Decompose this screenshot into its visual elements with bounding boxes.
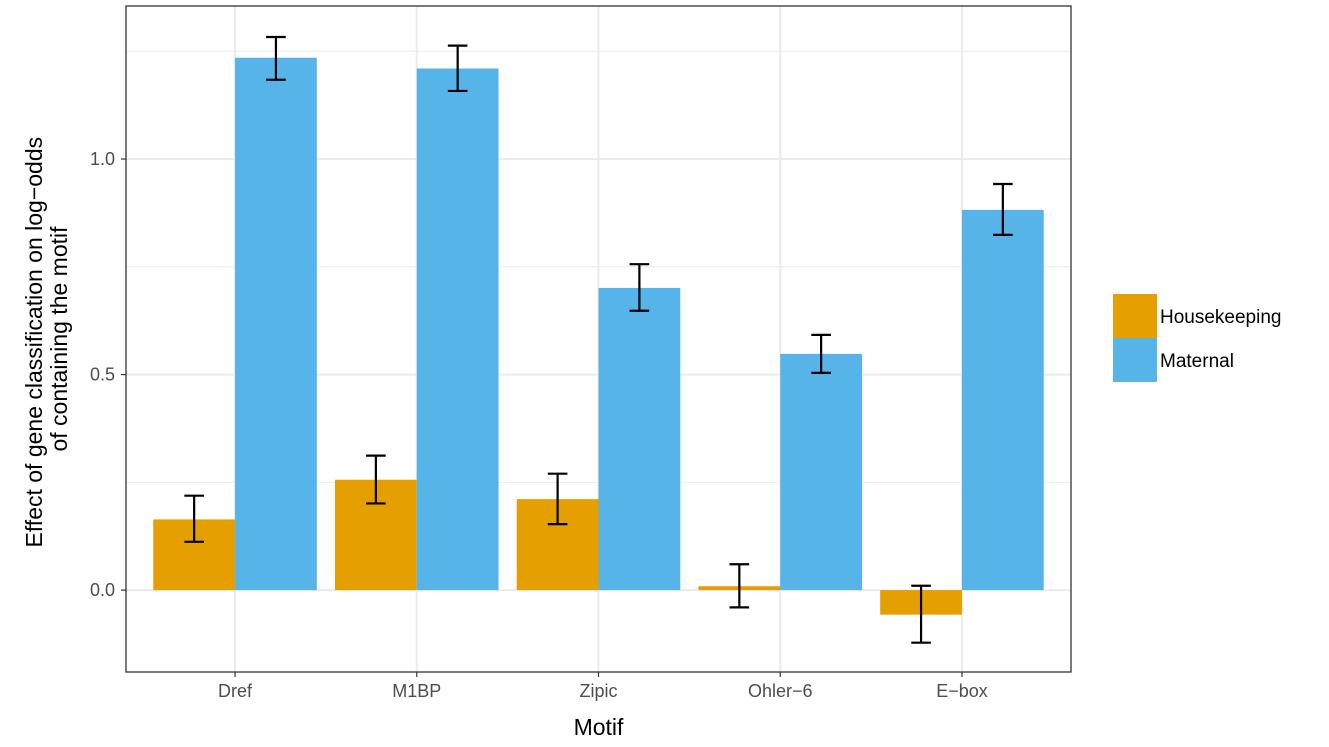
x-tick-label: E−box (936, 681, 988, 701)
y-axis-title-line-2: of containing the motif (46, 226, 72, 452)
bar (598, 287, 681, 591)
y-tick-label: 0.5 (90, 365, 115, 385)
y-axis-title: Effect of gene classification on log−odd… (21, 130, 72, 547)
bars (153, 57, 1044, 615)
y-tick-label: 1.0 (90, 149, 115, 169)
x-axis: Dref M1BP Zipic Ohler−6 E−box (218, 672, 988, 701)
bar (416, 68, 499, 591)
legend-label-maternal: Maternal (1160, 351, 1234, 372)
y-axis: 0.0 0.5 1.0 (90, 149, 126, 600)
x-tick-label: Zipic (579, 681, 617, 701)
x-tick-label: M1BP (392, 681, 441, 701)
bar (780, 353, 863, 591)
error-bars (184, 35, 1013, 644)
y-axis-title-line-1: Effect of gene classification on log−odd… (21, 137, 47, 548)
x-axis-title: Motif (574, 714, 624, 740)
y-tick-label: 0.0 (90, 580, 115, 600)
x-tick-label: Ohler−6 (748, 681, 813, 701)
legend: Housekeeping Maternal (1113, 294, 1281, 382)
legend-label-housekeeping: Housekeeping (1160, 307, 1281, 328)
legend-key-maternal (1113, 338, 1157, 382)
legend-key-housekeeping (1113, 294, 1157, 338)
x-tick-label: Dref (218, 681, 253, 701)
bar (235, 57, 317, 591)
bar (961, 209, 1044, 591)
